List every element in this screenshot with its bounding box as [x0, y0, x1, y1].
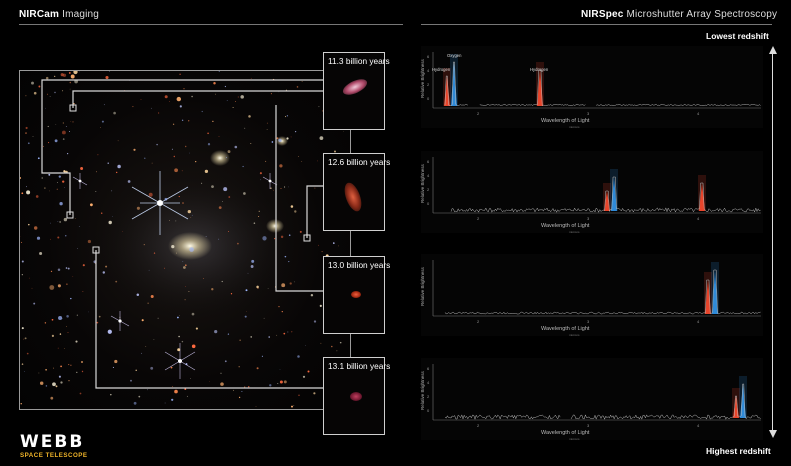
nircam-header-bold: NIRCam [19, 9, 60, 20]
deep-field-stars [20, 71, 350, 408]
nircam-header: NIRCam Imaging [19, 9, 99, 20]
redshift-axis-line [772, 54, 773, 430]
x-axis-label: Wavelength of Light [541, 118, 590, 124]
arrow-down-icon [769, 430, 777, 438]
x-tick-label: 4 [697, 423, 700, 428]
x-tick-label: 2 [477, 216, 480, 221]
inset-13-1: 13.1 billion years [323, 357, 390, 435]
x-axis-label: Wavelength of Light [541, 223, 590, 229]
x-tick-label: 4 [697, 216, 700, 221]
galaxy-blob [351, 291, 361, 298]
y-tick-label: 0 [427, 96, 430, 101]
x-axis-label: Wavelength of Light [541, 326, 590, 332]
inset-label: 13.0 billion years [328, 260, 391, 270]
galaxy-blob [350, 392, 362, 401]
left-header-rule [19, 24, 403, 25]
y-tick-label: 2 [427, 187, 430, 192]
x-tick-label: 2 [477, 423, 480, 428]
spectrum-panel: Relative Brightness 6 4 2 0 2 3 4 Wavelength of … [420, 358, 763, 441]
y-tick-label: 0 [427, 408, 430, 413]
highest-redshift-label: Highest redshift [706, 446, 771, 456]
oxygen-line-label: Oxygen [447, 53, 462, 58]
lowest-redshift-label: Lowest redshift [706, 31, 769, 41]
inset-11-3: 11.3 billion years [323, 52, 390, 130]
x-tick-label: 2 [477, 319, 480, 324]
y-axis-label: Relative Brightness [420, 267, 425, 306]
y-tick-label: 4 [427, 68, 430, 73]
x-axis-label: Wavelength of Light [541, 430, 590, 436]
arrow-up-icon [769, 46, 777, 54]
x-tick-label: 4 [697, 111, 700, 116]
x-tick-label: 3 [587, 319, 590, 324]
y-axis-label: Relative Brightness [420, 59, 425, 98]
inset-label: 11.3 billion years [328, 56, 390, 66]
galaxy-blob [341, 180, 365, 214]
y-tick-label: 4 [427, 380, 430, 385]
x-tick-label: 4 [697, 319, 700, 324]
nirspec-header-rest: Microshutter Array Spectroscopy [623, 9, 778, 20]
y-axis-label: Relative Brightness [420, 164, 425, 203]
y-tick-label: 6 [427, 54, 430, 59]
y-tick-label: 4 [427, 173, 430, 178]
x-tick-label: 3 [587, 423, 590, 428]
y-tick-label: 6 [427, 159, 430, 164]
deep-field-image [19, 70, 351, 410]
nircam-header-rest: Imaging [59, 9, 100, 20]
spectrum-panel: Relative Brightness 6 4 2 0 2 3 4 Wavelength of … [420, 151, 763, 234]
webb-logo: WEBB SPACE TELESCOPE [20, 432, 88, 460]
nirspec-header: NIRSpec Microshutter Array Spectroscopy [581, 9, 777, 20]
hydrogen-line-label: Hydrogen [530, 67, 549, 72]
x-tick-label: 2 [477, 111, 480, 116]
y-tick-label: 0 [427, 201, 430, 206]
y-tick-label: 2 [427, 82, 430, 87]
y-axis-label: Relative Brightness [420, 371, 425, 410]
spectrum-panel: Relative Brightness 6 4 2 0 2 3 4 Wavelength of … [420, 46, 763, 129]
space-telescope-tagline: SPACE TELESCOPE [20, 452, 88, 459]
x-axis-unit: microns [569, 230, 580, 234]
inset-label: 12.6 billion years [328, 157, 391, 167]
x-axis-unit: microns [569, 125, 580, 129]
webb-wordmark: WEBB [20, 432, 85, 452]
x-axis-unit: microns [569, 333, 580, 337]
inset-12-6: 12.6 billion years [323, 153, 390, 231]
y-tick-label: 2 [427, 394, 430, 399]
hydrogen-line-label: Hydrogen [432, 67, 451, 72]
x-tick-label: 3 [587, 216, 590, 221]
y-tick-label: 6 [427, 366, 430, 371]
inset-label: 13.1 billion years [328, 361, 391, 371]
x-axis-unit: microns [569, 437, 580, 441]
right-header-rule [421, 24, 772, 25]
x-tick-label: 3 [587, 111, 590, 116]
spectrum-panel: Relative Brightness 2 3 4 Wavelength of Ligh… [420, 254, 763, 337]
nirspec-header-bold: NIRSpec [581, 9, 624, 20]
galaxy-blob [340, 76, 370, 98]
inset-13-0: 13.0 billion years [323, 256, 390, 334]
